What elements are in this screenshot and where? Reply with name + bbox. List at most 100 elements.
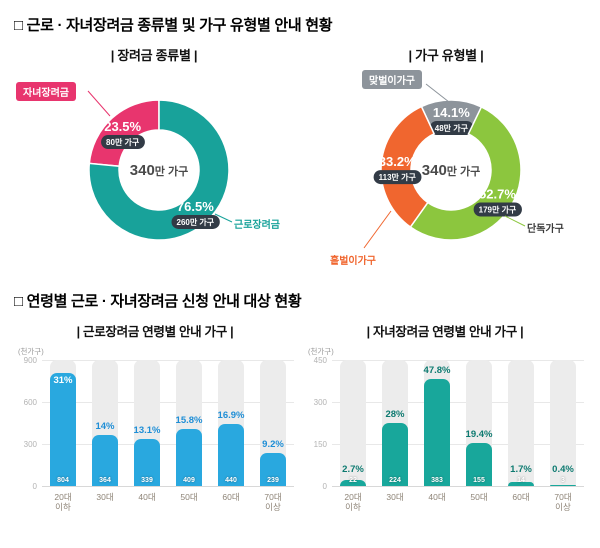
gridline <box>42 444 294 445</box>
donut-charts-row: | 장려금 종류별 | 23.5% 80만 가구 76.5% 260만 가구 340만 … <box>14 45 586 272</box>
label-single-person-household: 단독가구 <box>527 224 564 235</box>
y-tick-label: 150 <box>313 440 327 449</box>
y-tick-label: 900 <box>23 356 37 365</box>
donut-slice-1 <box>88 99 230 241</box>
plot-area: 31% 804 14% 364 13.1% 339 15.8% 409 16.9% 440 9.2%… <box>42 360 294 487</box>
bar-slot: 13.1% 339 <box>126 360 168 486</box>
x-axis-labels: 20대 이하 30대 40대 50대 60대 70대 이상 <box>42 492 294 512</box>
bar <box>466 442 492 486</box>
bar-track: 15.8% 409 <box>176 360 202 486</box>
callout-line <box>87 90 111 117</box>
gridline <box>332 444 584 445</box>
x-axis-label: 60대 <box>222 492 240 502</box>
bar-percent-label: 2.7% <box>342 464 364 475</box>
bar-track: 47.8% 383 <box>424 360 450 486</box>
slice-count-badge-bg <box>101 135 145 150</box>
slice-count-badge-bg <box>171 214 220 229</box>
plot-column: 31% 804 14% 364 13.1% 339 15.8% 409 16.9% 440 9.2%… <box>42 360 294 512</box>
household-type-donut: 14.1% 48만 가구 52.7% 179만 가구 33.2% 113만 가구 340만 … <box>306 66 586 272</box>
bar-slot: 1.7% 14 <box>500 360 542 486</box>
bar-percent-label: 19.4% <box>465 428 493 440</box>
gridline <box>42 402 294 403</box>
x-axis-label: 70대 이상 <box>264 492 282 513</box>
y-tick-label: 0 <box>322 482 327 491</box>
bar <box>340 479 366 486</box>
bar-percent-label: 16.9% <box>217 410 245 422</box>
gridline <box>332 402 584 403</box>
bar <box>50 373 76 486</box>
bar-slot: 9.2% 239 <box>252 360 294 486</box>
bar-percent-label: 9.2% <box>262 438 284 450</box>
bar-value-label: 3 <box>561 477 565 484</box>
bar-charts-row: | 근로장려금 연령별 안내 가구 | (천가구) 0 300 600 900 31%… <box>14 321 586 512</box>
donut-center-label: 340만 가구 <box>130 162 188 179</box>
bar-track: 1.7% 14 <box>508 360 534 486</box>
y-axis: 0 150 300 450 <box>306 356 332 491</box>
bar <box>218 424 244 486</box>
callout-line <box>425 83 450 103</box>
x-axis-label: 70대 이상 <box>554 492 572 513</box>
x-axis-label: 40대 <box>428 492 446 502</box>
bar-value-label: 804 <box>57 477 69 484</box>
bar-slot: 47.8% 383 <box>416 360 458 486</box>
bar-track: 2.7% 22 <box>340 360 366 486</box>
bar-percent-label: 14% <box>95 421 115 433</box>
bar-track: 19.4% 155 <box>466 360 492 486</box>
bar-slot: 31% 804 <box>42 360 84 486</box>
bar <box>176 428 202 486</box>
axis-unit-label: (천가구) <box>308 347 334 356</box>
callout-line <box>504 215 526 227</box>
x-axis-label: 50대 <box>470 492 488 502</box>
y-tick-label: 0 <box>32 482 37 491</box>
bar-slot: 2.7% 22 <box>332 360 374 486</box>
y-axis: 0 300 600 900 <box>16 356 42 491</box>
slice-count-badge: 80만 가구 <box>106 137 140 147</box>
section2-title: □ 연령별 근로 · 자녀장려금 신청 안내 대상 현황 <box>14 293 302 310</box>
plot-area: 2.7% 22 28% 224 47.8% 383 19.4% 155 1.7% 14 0.4% 3 <box>332 360 584 487</box>
bar-percent-label: 31% <box>53 375 73 387</box>
slice-percent-label: 33.2% <box>379 154 416 169</box>
label-work-incentive: 근로장려금 <box>234 220 280 231</box>
slice-percent-label: 23.5% <box>104 119 141 134</box>
bar-track: 14% 364 <box>92 360 118 486</box>
label-dual-income-household: 맞벌이가구 <box>362 70 422 89</box>
x-axis-label: 20대 이하 <box>54 492 72 513</box>
callout-line <box>363 210 392 249</box>
work-incentive-age-panel: | 근로장려금 연령별 안내 가구 | (천가구) 0 300 600 900 31%… <box>16 321 294 512</box>
bar-percent-label: 13.1% <box>133 424 161 436</box>
bar <box>92 435 118 486</box>
bar-slot: 16.9% 440 <box>210 360 252 486</box>
bar-track: 0.4% 3 <box>550 360 576 486</box>
donut-center-label: 340만 가구 <box>422 162 480 179</box>
bar-percent-label: 1.7% <box>510 464 532 475</box>
bar-value-label: 155 <box>473 477 485 484</box>
bar-slot: 28% 224 <box>374 360 416 486</box>
x-axis-labels: 20대 이하 30대 40대 50대 60대 70대 이상 <box>332 492 584 512</box>
incentive-type-donut-svg: 23.5% 80만 가구 76.5% 260만 가구 340만 가구 <box>87 90 233 241</box>
bar <box>424 378 450 486</box>
bar-track: 9.2% 239 <box>260 360 286 486</box>
incentive-type-chart-title: | 장려금 종류별 | <box>110 48 198 63</box>
household-type-chart-panel: | 가구 유형별 | 14.1% 48만 가구 52.7% 179만 가구 33.2% 1… <box>306 45 586 272</box>
x-axis-label: 50대 <box>180 492 198 502</box>
bar-value-label: 440 <box>225 477 237 484</box>
label-single-income-household: 홑벌이가구 <box>330 256 376 267</box>
bar <box>550 485 576 486</box>
child-incentive-age-panel: | 자녀장려금 연령별 안내 가구 | (천가구) 0 150 300 450 2.7… <box>306 321 584 512</box>
slice-percent-label: 52.7% <box>479 187 516 202</box>
gridline <box>332 360 584 361</box>
child-incentive-age-title: | 자녀장려금 연령별 안내 가구 | <box>366 325 524 339</box>
y-tick-label: 300 <box>313 398 327 407</box>
incentive-type-donut: 23.5% 80만 가구 76.5% 260만 가구 340만 가구 자녀장려금 근로장… <box>14 66 294 272</box>
section1-title: □ 근로 · 자녀장려금 종류별 및 가구 유형별 안내 현황 <box>14 17 333 34</box>
bar-value-label: 383 <box>431 477 443 484</box>
x-axis-label: 40대 <box>138 492 156 502</box>
label-child-incentive: 자녀장려금 <box>16 82 76 101</box>
x-axis-label: 30대 <box>96 492 114 502</box>
bar <box>508 482 534 486</box>
household-type-chart-title: | 가구 유형별 | <box>408 48 484 63</box>
slice-count-badge: 48만 가구 <box>435 123 469 133</box>
slice-count-badge: 260만 가구 <box>177 217 215 227</box>
work-incentive-age-bar-chart: 0 300 600 900 31% 804 14% 364 13.1% 339 15.8% 409 1… <box>16 356 294 512</box>
bar-percent-label: 15.8% <box>175 414 203 426</box>
